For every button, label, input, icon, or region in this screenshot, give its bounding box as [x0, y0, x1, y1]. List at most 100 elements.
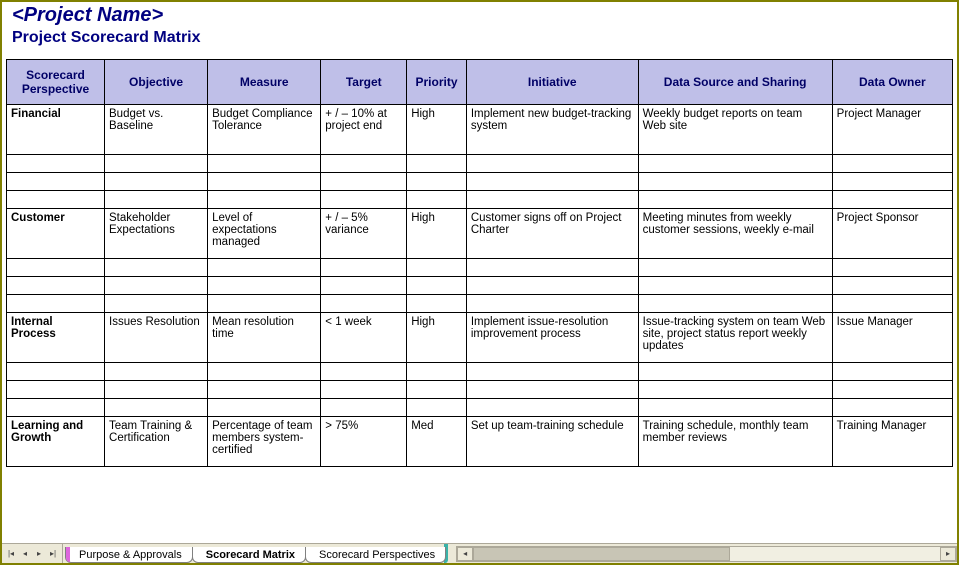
cell-empty[interactable] — [7, 277, 105, 295]
cell-empty[interactable] — [7, 399, 105, 417]
cell-empty[interactable] — [105, 191, 208, 209]
cell-empty[interactable] — [321, 363, 407, 381]
cell-empty[interactable] — [321, 399, 407, 417]
cell-target[interactable]: < 1 week — [321, 313, 407, 363]
cell-empty[interactable] — [407, 155, 467, 173]
cell-initiative[interactable]: Set up team-training schedule — [466, 417, 638, 467]
cell-empty[interactable] — [7, 173, 105, 191]
tab-nav-last-icon[interactable]: ▸| — [46, 546, 60, 562]
cell-empty[interactable] — [321, 191, 407, 209]
cell-empty[interactable] — [208, 399, 321, 417]
cell-empty[interactable] — [407, 363, 467, 381]
cell-empty[interactable] — [638, 399, 832, 417]
cell-empty[interactable] — [105, 381, 208, 399]
scroll-right-icon[interactable]: ▸ — [940, 547, 956, 561]
cell-empty[interactable] — [7, 259, 105, 277]
cell-empty[interactable] — [407, 173, 467, 191]
cell-priority[interactable]: Med — [407, 417, 467, 467]
cell-perspective[interactable]: Learning and Growth — [7, 417, 105, 467]
cell-empty[interactable] — [466, 381, 638, 399]
tab-purpose-approvals[interactable]: Purpose & Approvals — [65, 547, 193, 563]
col-header-initiative[interactable]: Initiative — [466, 60, 638, 105]
col-header-datasource[interactable]: Data Source and Sharing — [638, 60, 832, 105]
cell-empty[interactable] — [407, 295, 467, 313]
tab-scorecard-perspectives[interactable]: Scorecard Perspectives — [305, 547, 446, 563]
horizontal-scrollbar[interactable]: ◂ ▸ — [456, 546, 957, 562]
scroll-left-icon[interactable]: ◂ — [457, 547, 473, 561]
cell-priority[interactable]: High — [407, 313, 467, 363]
cell-empty[interactable] — [105, 399, 208, 417]
cell-empty[interactable] — [466, 259, 638, 277]
cell-target[interactable]: > 75% — [321, 417, 407, 467]
cell-datasource[interactable]: Meeting minutes from weekly customer ses… — [638, 209, 832, 259]
cell-initiative[interactable]: Implement new budget-tracking system — [466, 105, 638, 155]
col-header-perspective[interactable]: Scorecard Perspective — [7, 60, 105, 105]
cell-empty[interactable] — [638, 295, 832, 313]
cell-empty[interactable] — [321, 381, 407, 399]
cell-objective[interactable]: Budget vs. Baseline — [105, 105, 208, 155]
cell-measure[interactable]: Budget Compliance Tolerance — [208, 105, 321, 155]
scroll-track[interactable] — [473, 547, 940, 561]
cell-empty[interactable] — [407, 277, 467, 295]
cell-empty[interactable] — [832, 399, 952, 417]
cell-empty[interactable] — [208, 295, 321, 313]
cell-objective[interactable]: Stakeholder Expectations — [105, 209, 208, 259]
cell-empty[interactable] — [638, 173, 832, 191]
cell-initiative[interactable]: Implement issue-resolution improvement p… — [466, 313, 638, 363]
cell-empty[interactable] — [832, 295, 952, 313]
cell-empty[interactable] — [832, 363, 952, 381]
cell-perspective[interactable]: Financial — [7, 105, 105, 155]
cell-empty[interactable] — [105, 363, 208, 381]
cell-empty[interactable] — [832, 277, 952, 295]
cell-priority[interactable]: High — [407, 209, 467, 259]
col-header-target[interactable]: Target — [321, 60, 407, 105]
cell-perspective[interactable]: Internal Process — [7, 313, 105, 363]
cell-measure[interactable]: Percentage of team members system-certif… — [208, 417, 321, 467]
cell-objective[interactable]: Team Training & Certification — [105, 417, 208, 467]
cell-dataowner[interactable]: Project Manager — [832, 105, 952, 155]
cell-empty[interactable] — [208, 363, 321, 381]
cell-empty[interactable] — [105, 155, 208, 173]
cell-empty[interactable] — [208, 173, 321, 191]
cell-empty[interactable] — [832, 173, 952, 191]
cell-empty[interactable] — [832, 381, 952, 399]
cell-empty[interactable] — [208, 381, 321, 399]
cell-objective[interactable]: Issues Resolution — [105, 313, 208, 363]
cell-empty[interactable] — [407, 259, 467, 277]
cell-empty[interactable] — [208, 277, 321, 295]
cell-dataowner[interactable]: Issue Manager — [832, 313, 952, 363]
cell-target[interactable]: + / – 5% variance — [321, 209, 407, 259]
cell-dataowner[interactable]: Project Sponsor — [832, 209, 952, 259]
cell-empty[interactable] — [466, 277, 638, 295]
cell-measure[interactable]: Level of expectations managed — [208, 209, 321, 259]
cell-empty[interactable] — [407, 399, 467, 417]
cell-target[interactable]: + / – 10% at project end — [321, 105, 407, 155]
cell-empty[interactable] — [832, 259, 952, 277]
cell-empty[interactable] — [321, 295, 407, 313]
cell-empty[interactable] — [208, 155, 321, 173]
cell-empty[interactable] — [638, 259, 832, 277]
cell-dataowner[interactable]: Training Manager — [832, 417, 952, 467]
scroll-thumb[interactable] — [473, 547, 730, 561]
cell-datasource[interactable]: Training schedule, monthly team member r… — [638, 417, 832, 467]
cell-empty[interactable] — [407, 381, 467, 399]
col-header-measure[interactable]: Measure — [208, 60, 321, 105]
cell-measure[interactable]: Mean resolution time — [208, 313, 321, 363]
cell-empty[interactable] — [466, 191, 638, 209]
cell-datasource[interactable]: Issue-tracking system on team Web site, … — [638, 313, 832, 363]
cell-empty[interactable] — [7, 191, 105, 209]
cell-empty[interactable] — [105, 173, 208, 191]
cell-initiative[interactable]: Customer signs off on Project Charter — [466, 209, 638, 259]
cell-empty[interactable] — [638, 363, 832, 381]
cell-empty[interactable] — [321, 259, 407, 277]
cell-empty[interactable] — [466, 155, 638, 173]
cell-empty[interactable] — [105, 277, 208, 295]
cell-empty[interactable] — [832, 155, 952, 173]
cell-empty[interactable] — [7, 155, 105, 173]
cell-empty[interactable] — [208, 259, 321, 277]
cell-empty[interactable] — [321, 155, 407, 173]
cell-empty[interactable] — [638, 155, 832, 173]
cell-empty[interactable] — [638, 381, 832, 399]
cell-empty[interactable] — [407, 191, 467, 209]
cell-perspective[interactable]: Customer — [7, 209, 105, 259]
